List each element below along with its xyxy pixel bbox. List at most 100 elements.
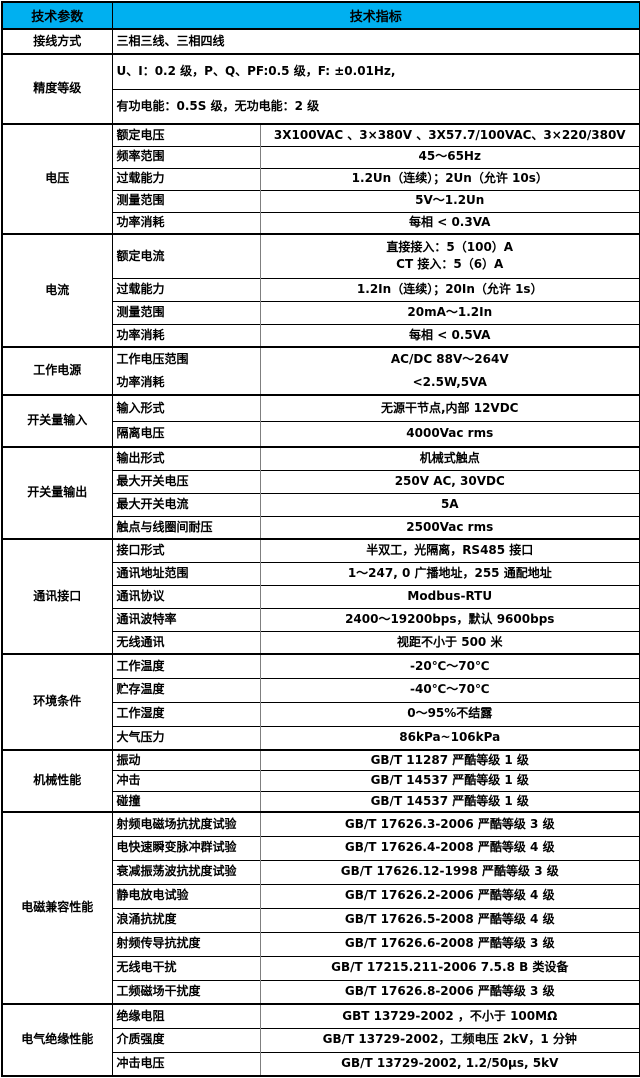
group-label-cell: 电磁兼容性能 [2, 811, 113, 1005]
spec-row: 最大开关电压 250V AC, 30VDC [2, 469, 640, 493]
parameter-cell: 工频磁场干扰度 [112, 979, 261, 1005]
parameter-cell: 通讯波特率 [112, 607, 261, 631]
value-cell: GB/T 17626.2-2006 严酷等级 4 级 [260, 883, 640, 909]
spec-row: 浪涌抗扰度 GB/T 17626.5-2008 严酷等级 4 级 [2, 907, 640, 933]
group-label-cell: 工作电源 [2, 346, 113, 395]
spec-row: 功率消耗 每相 < 0.5VA [2, 323, 640, 347]
value-cell: 3X100VAC 、3×380V 、3X57.7/100VAC、3×220/38… [260, 123, 640, 146]
parameter-cell: 功率消耗 [112, 371, 261, 395]
value-cell: GB/T 17215.211-2006 7.5.8 B 类设备 [260, 955, 640, 981]
spec-row: 冲击电压 GB/T 13729-2002, 1.2/50μs, 5kV [2, 1051, 640, 1077]
parameter-cell: 碰撞 [112, 790, 261, 813]
spec-row: 机械性能 振动 GB/T 11287 严酷等级 1 级 [2, 748, 640, 813]
parameter-cell: 振动 [112, 749, 261, 771]
parameter-cell: 接口形式 [112, 538, 261, 562]
header-cell-parameter: 技术参数 [2, 2, 113, 30]
spec-row: 工频磁场干扰度 GB/T 17626.8-2006 严酷等级 3 级 [2, 979, 640, 1005]
value-cell: 20mA～1.2In [260, 300, 640, 324]
parameter-cell: 工作电压范围 [112, 346, 261, 371]
spec-row: 介质强度 GB/T 13729-2002，工频电压 2kV，1 分钟 [2, 1027, 640, 1053]
spec-row: 电磁兼容性能 射频电磁场抗扰度试验 GB/T 17626.3-2006 严酷等级 3… [2, 811, 640, 1005]
spec-row: 过载能力 1.2In（连续）；20In（允许 1s） [2, 277, 640, 301]
parameter-cell: 冲击 [112, 770, 261, 792]
spec-row: 碰撞 GB/T 14537 严酷等级 1 级 [2, 790, 640, 813]
value-cell: 5V～1.2Un [260, 189, 640, 212]
value-cell: GB/T 14537 严酷等级 1 级 [260, 770, 640, 792]
parameter-cell: 电快速瞬变脉冲群试验 [112, 835, 261, 861]
parameter-cell: 最大开关电流 [112, 492, 261, 516]
value-cell: GB/T 11287 严酷等级 1 级 [260, 749, 640, 771]
spec-row: 测量范围 20mA～1.2In [2, 300, 640, 324]
spec-row: 冲击 GB/T 14537 严酷等级 1 级 [2, 770, 640, 792]
parameter-cell: 通讯地址范围 [112, 561, 261, 585]
group-label-cell: 通讯接口 [2, 538, 113, 654]
header-cell-indicator: 技术指标 [112, 2, 640, 30]
value-cell: 2500Vac rms [260, 515, 640, 539]
value-cell: 0～95%不结露 [260, 701, 640, 726]
table-header: 技术参数 技术指标 [2, 2, 640, 30]
value-cell: 86kPa~106kPa [260, 725, 640, 750]
spec-row: 贮存温度 -40℃～70℃ [2, 677, 640, 702]
parameter-cell: 衰减振荡波抗扰度试验 [112, 859, 261, 885]
value-cell: 半双工，光隔离，RS485 接口 [260, 538, 640, 562]
spec-row: 通讯接口 接口形式 半双工，光隔离，RS485 接口 [2, 538, 640, 654]
spec-row: 无线电干扰 GB/T 17215.211-2006 7.5.8 B 类设备 [2, 955, 640, 981]
value-cell: GB/T 17626.12-1998 严酷等级 3 级 [260, 859, 640, 885]
value-cell: GB/T 17626.6-2008 严酷等级 3 级 [260, 931, 640, 957]
group-label-cell: 电压 [2, 123, 113, 234]
parameter-cell: 频率范围 [112, 145, 261, 168]
spec-row: 开关量输入 输入形式 无源干节点,内部 12VDC [2, 394, 640, 447]
spec-row: 大气压力 86kPa~106kPa [2, 725, 640, 750]
parameter-cell: 输出形式 [112, 446, 261, 470]
value-cell: 250V AC, 30VDC [260, 469, 640, 493]
value-cell: 视距不小于 500 米 [260, 630, 640, 654]
merged-value-cell: U、I：0.2 级，P、Q、PF:0.5 级，F: ±0.01Hz, [112, 53, 640, 89]
spec-row: 开关量输出 输出形式 机械式触点 [2, 446, 640, 539]
value-cell: 1.2Un（连续）；2Un（允许 10s） [260, 167, 640, 190]
spec-row: 电压 额定电压 3X100VAC 、3×380V 、3X57.7/100VAC、3×… [2, 123, 640, 234]
spec-table-body: 接线方式 三相三线、三相四线 精度等级 U、I：0.2 级，P、Q、PF:0.5 级，… [2, 28, 640, 1077]
spec-row: 通讯协议 Modbus-RTU [2, 584, 640, 608]
spec-row: 触点与线圈间耐压 2500Vac rms [2, 515, 640, 539]
value-cell: GBT 13729-2002 ，不小于 100MΩ [260, 1003, 640, 1029]
parameter-cell: 浪涌抗扰度 [112, 907, 261, 933]
value-cell: -20℃～70℃ [260, 653, 640, 678]
parameter-cell: 最大开关电压 [112, 469, 261, 493]
spec-row: 隔离电压 4000Vac rms [2, 420, 640, 447]
parameter-cell: 额定电压 [112, 123, 261, 146]
value-cell: GB/T 17626.4-2008 严酷等级 4 级 [260, 835, 640, 861]
value-cell: GB/T 13729-2002, 1.2/50μs, 5kV [260, 1051, 640, 1077]
parameter-cell: 冲击电压 [112, 1051, 261, 1077]
spec-row: 衰减振荡波抗扰度试验 GB/T 17626.12-1998 严酷等级 3 级 [2, 859, 640, 885]
parameter-cell: 静电放电试验 [112, 883, 261, 909]
parameter-cell: 大气压力 [112, 725, 261, 750]
value-cell: GB/T 17626.3-2006 严酷等级 3 级 [260, 811, 640, 837]
value-cell: 无源干节点,内部 12VDC [260, 394, 640, 421]
spec-row: 通讯地址范围 1～247, 0 广播地址，255 通配地址 [2, 561, 640, 585]
value-cell: 1～247, 0 广播地址，255 通配地址 [260, 561, 640, 585]
parameter-cell: 输入形式 [112, 394, 261, 421]
value-cell: <2.5W,5VA [412, 374, 487, 389]
spec-row: 过载能力 1.2Un（连续）；2Un（允许 10s） [2, 167, 640, 190]
parameter-cell: 无线电干扰 [112, 955, 261, 981]
spec-row: 射频传导抗扰度 GB/T 17626.6-2008 严酷等级 3 级 [2, 931, 640, 957]
spec-row: 精度等级 U、I：0.2 级，P、Q、PF:0.5 级，F: ±0.01Hz, [2, 53, 640, 124]
parameter-cell: 过载能力 [112, 277, 261, 301]
parameter-cell: 无线通讯 [112, 630, 261, 654]
group-label-cell: 开关量输入 [2, 394, 113, 447]
parameter-cell: 绝缘电阻 [112, 1003, 261, 1029]
group-label-cell: 接线方式 [2, 28, 113, 54]
parameter-cell: 工作温度 [112, 653, 261, 678]
value-cell: GB/T 14537 严酷等级 1 级 [260, 790, 640, 813]
value-cell: 直接接入：5（100）A CT 接入：5（6）A [260, 233, 640, 278]
group-label-cell: 开关量输出 [2, 446, 113, 539]
parameter-cell: 功率消耗 [112, 323, 261, 347]
spec-row: 电气绝缘性能 绝缘电阻 GBT 13729-2002 ，不小于 100MΩ [2, 1003, 640, 1077]
spec-row: 频率范围 45～65Hz [2, 145, 640, 168]
value-cell: GB/T 17626.5-2008 严酷等级 4 级 [260, 907, 640, 933]
parameter-cell: 隔离电压 [112, 420, 261, 447]
spec-row: 有功电能：0.5S 级，无功电能：2 级 [2, 88, 640, 124]
spec-row: 无线通讯 视距不小于 500 米 [2, 630, 640, 654]
value-line: CT 接入：5（6）A [396, 257, 504, 272]
